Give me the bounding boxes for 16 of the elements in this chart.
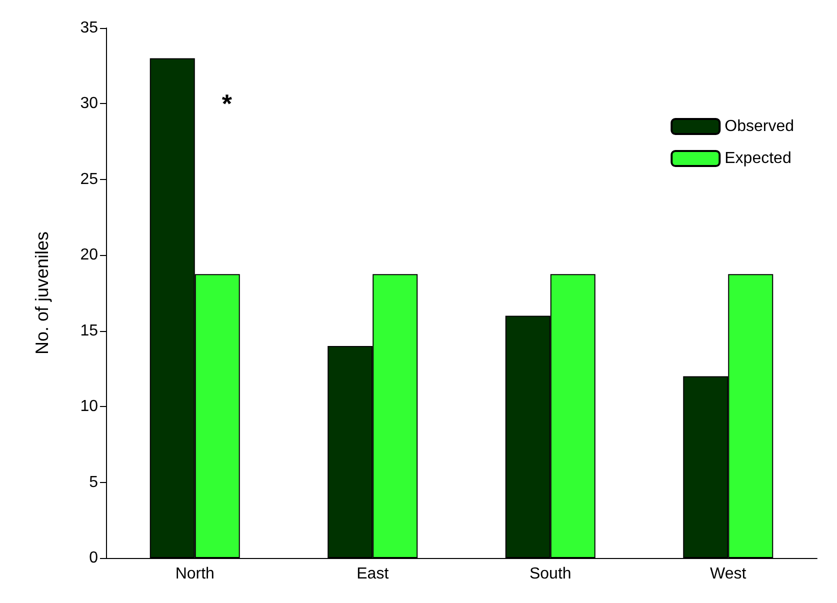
annotation: * bbox=[222, 88, 233, 119]
y-tick-label: 0 bbox=[89, 550, 98, 566]
y-tick-label: 25 bbox=[80, 170, 98, 188]
y-axis-title: No. of juveniles bbox=[32, 231, 52, 355]
y-tick-label: 20 bbox=[80, 246, 98, 264]
x-tick-label: East bbox=[356, 566, 390, 582]
y-tick-label: 15 bbox=[80, 322, 98, 340]
y-tick-label: 5 bbox=[89, 474, 98, 491]
x-tick-label: West bbox=[710, 566, 747, 582]
legend-label: Observed bbox=[724, 118, 794, 135]
y-tick-label: 30 bbox=[80, 95, 98, 112]
y-tick-label: 35 bbox=[80, 20, 98, 36]
y-tick-label: 10 bbox=[80, 398, 98, 416]
x-tick-label: South bbox=[529, 566, 572, 582]
legend-label: Expected bbox=[724, 150, 792, 167]
x-tick-label: North bbox=[175, 566, 214, 582]
